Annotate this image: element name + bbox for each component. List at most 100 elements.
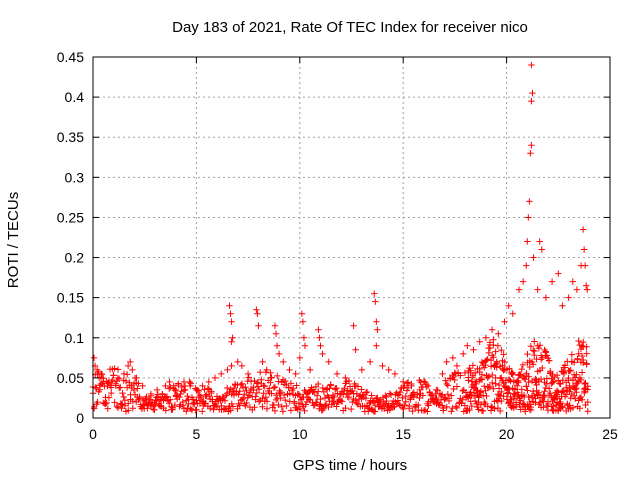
data-point xyxy=(438,402,446,409)
data-point xyxy=(523,262,530,269)
data-point xyxy=(524,402,531,409)
data-point xyxy=(404,384,412,392)
data-point xyxy=(268,390,275,397)
data-point xyxy=(544,398,552,406)
data-point xyxy=(491,405,498,412)
data-point xyxy=(302,401,309,408)
data-point xyxy=(330,399,338,407)
data-point xyxy=(144,405,151,412)
data-point xyxy=(313,399,321,406)
data-point xyxy=(528,142,535,149)
data-point xyxy=(193,397,200,404)
data-point xyxy=(151,406,158,414)
data-point xyxy=(181,386,189,393)
data-point xyxy=(386,390,394,397)
data-point xyxy=(482,387,489,394)
data-point xyxy=(506,376,513,384)
data-point xyxy=(253,306,260,313)
data-point xyxy=(366,358,374,366)
data-point xyxy=(352,346,359,354)
data-point xyxy=(124,362,132,370)
data-point xyxy=(163,393,171,401)
data-point xyxy=(129,405,137,412)
data-point xyxy=(93,384,100,392)
data-point xyxy=(440,404,447,412)
data-point xyxy=(562,391,570,398)
data-point xyxy=(584,383,591,390)
data-point xyxy=(380,405,388,413)
data-point xyxy=(306,366,314,374)
data-point xyxy=(245,374,253,381)
data-point xyxy=(345,377,353,385)
data-point xyxy=(574,356,581,363)
data-point xyxy=(568,351,576,358)
y-tick-label: 0.1 xyxy=(65,330,85,346)
data-point xyxy=(275,378,282,385)
data-point xyxy=(236,402,243,409)
data-point xyxy=(262,368,270,376)
data-point xyxy=(296,405,304,413)
data-point xyxy=(555,270,562,277)
data-point xyxy=(524,387,531,394)
data-point xyxy=(558,403,565,410)
data-point xyxy=(321,402,329,409)
data-point xyxy=(536,238,543,245)
chart-title: Day 183 of 2021, Rate Of TEC Index for r… xyxy=(172,19,528,36)
data-point xyxy=(478,376,486,383)
data-point xyxy=(221,397,229,404)
data-point xyxy=(528,97,535,105)
data-point xyxy=(443,403,450,411)
data-point xyxy=(583,360,590,367)
data-point xyxy=(129,366,136,374)
data-point xyxy=(255,322,262,329)
data-point xyxy=(179,401,187,409)
data-point xyxy=(286,366,293,374)
data-point xyxy=(263,398,271,405)
data-point xyxy=(291,398,298,405)
data-point xyxy=(580,246,588,253)
data-point xyxy=(578,352,586,360)
data-point xyxy=(540,404,547,411)
data-point xyxy=(114,404,122,411)
data-point xyxy=(566,367,573,375)
data-point xyxy=(315,388,322,395)
y-axis-title: ROTI / TECUs xyxy=(5,192,22,288)
data-point xyxy=(130,386,138,394)
data-point xyxy=(434,387,441,394)
data-point xyxy=(569,278,576,285)
data-point xyxy=(531,392,538,400)
data-point xyxy=(490,336,497,343)
data-point xyxy=(391,370,399,378)
data-point xyxy=(408,380,415,388)
data-point xyxy=(98,371,106,378)
x-tick-label: 25 xyxy=(602,426,618,442)
data-point xyxy=(577,376,585,384)
data-point xyxy=(224,384,231,392)
data-point xyxy=(504,389,512,396)
data-point xyxy=(468,402,475,410)
data-point xyxy=(527,406,535,414)
data-point xyxy=(111,399,118,406)
x-tick-label: 20 xyxy=(499,426,515,442)
data-point xyxy=(519,278,527,285)
data-point xyxy=(573,286,581,293)
data-point xyxy=(278,403,286,410)
data-point xyxy=(526,198,533,205)
data-point xyxy=(407,396,414,403)
data-point xyxy=(226,302,233,309)
plot-frame xyxy=(92,56,611,419)
data-point xyxy=(242,383,249,391)
data-point xyxy=(507,393,514,401)
data-point xyxy=(476,338,483,345)
data-point xyxy=(300,334,308,341)
data-point xyxy=(363,388,371,396)
data-point xyxy=(548,278,556,285)
data-point xyxy=(442,377,449,384)
data-point xyxy=(522,376,529,383)
data-point xyxy=(113,403,121,410)
data-point xyxy=(271,322,279,329)
data-point xyxy=(479,392,487,399)
data-point xyxy=(180,387,188,394)
data-point xyxy=(488,326,496,333)
data-point xyxy=(539,354,546,361)
